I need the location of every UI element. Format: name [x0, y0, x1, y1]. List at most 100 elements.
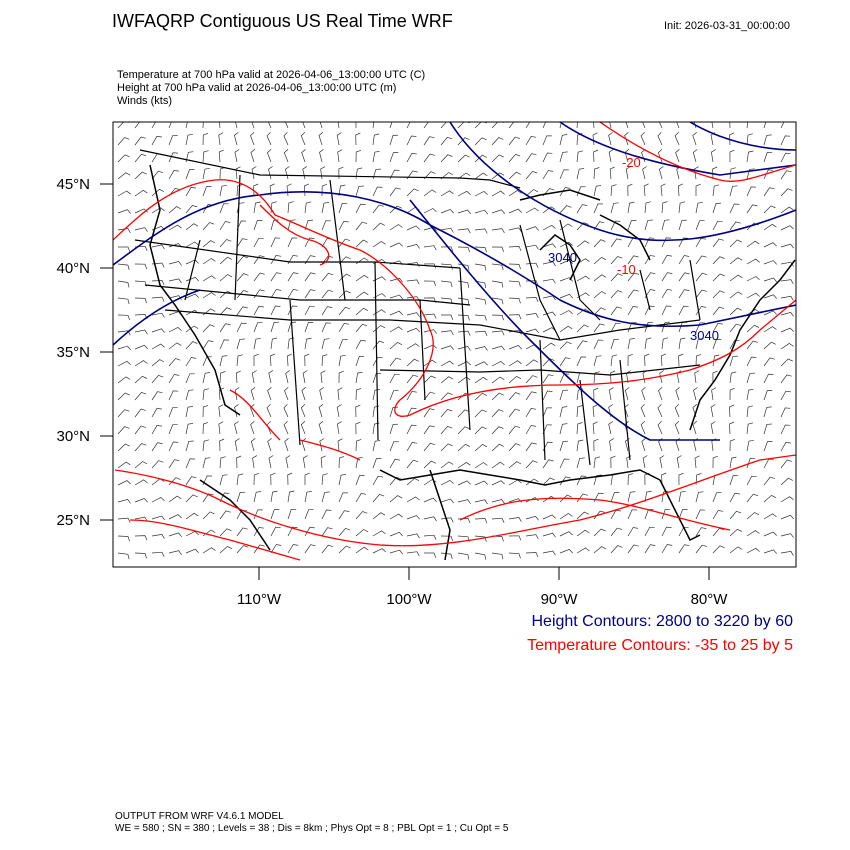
wind-barb	[491, 137, 504, 146]
wind-barb	[117, 297, 130, 305]
wind-barb	[355, 307, 369, 316]
wind-barb	[270, 526, 281, 537]
wind-barb	[287, 305, 298, 316]
wind-barb	[134, 443, 147, 452]
wind-barb	[746, 422, 754, 435]
wind-barb	[763, 326, 777, 333]
wind-barb	[355, 546, 369, 554]
wind-barb	[304, 219, 314, 231]
wind-barb	[406, 533, 420, 539]
wind-barb	[202, 258, 216, 265]
wind-barb	[423, 171, 436, 180]
wind-barb	[559, 341, 572, 350]
wind-barb	[304, 337, 312, 350]
lat-label-25: 25°N	[56, 512, 90, 529]
wind-barb	[559, 151, 568, 163]
wind-barb	[185, 151, 194, 163]
wind-barb	[525, 442, 537, 452]
wind-barb	[678, 472, 684, 486]
wind-barb	[118, 246, 131, 252]
wind-barb	[576, 204, 588, 214]
wind-barb	[300, 132, 306, 146]
wind-barb	[457, 376, 471, 384]
wind-barb	[219, 438, 225, 452]
wind-barb	[234, 438, 240, 452]
wind-barb	[592, 404, 598, 418]
wind-barb	[168, 424, 178, 435]
wind-barb	[508, 360, 522, 367]
wind-barb	[610, 370, 616, 384]
wind-barb	[576, 258, 590, 265]
wind-barb	[627, 272, 639, 282]
wind-barb	[593, 474, 602, 486]
wind-barb	[729, 323, 742, 333]
wind-barb	[151, 170, 164, 180]
wind-barb	[372, 276, 386, 282]
wind-barb	[168, 278, 182, 284]
wind-barb	[678, 509, 688, 520]
wind-barb	[440, 227, 454, 233]
wind-barb	[525, 207, 539, 214]
wind-barb	[643, 183, 649, 197]
wind-barb	[233, 132, 239, 146]
wind-barb	[304, 490, 312, 503]
lon-label-110: 110°W	[237, 591, 282, 608]
wind-barb	[576, 422, 583, 435]
wind-barb	[692, 132, 697, 146]
wind-barb	[269, 183, 275, 197]
wind-barb	[185, 293, 199, 299]
wind-barb	[525, 122, 531, 129]
wind-barb	[440, 408, 453, 418]
wind-barb	[559, 223, 573, 231]
wind-barb	[658, 166, 664, 180]
wind-barb	[657, 404, 663, 418]
wind-barb	[729, 404, 735, 418]
wind-barb	[508, 461, 522, 469]
wind-barb	[185, 122, 188, 129]
wind-barb	[661, 321, 670, 333]
pacific-coast	[149, 164, 241, 416]
wind-barb	[712, 273, 725, 282]
wind-barb	[627, 527, 639, 537]
wind-barb	[355, 122, 357, 129]
wind-barb	[457, 190, 471, 197]
wind-barb	[287, 490, 295, 503]
wind-barb	[440, 360, 454, 367]
wind-barb	[474, 499, 488, 505]
wind-barb	[542, 152, 553, 163]
wind-barb	[338, 306, 351, 316]
wind-barb	[593, 185, 602, 197]
wind-barb	[355, 421, 361, 435]
wind-barb	[608, 387, 614, 401]
wind-barb	[678, 353, 684, 367]
wind-barb	[219, 545, 233, 554]
wind-barb	[712, 322, 723, 333]
wind-barb	[250, 404, 255, 418]
wind-barb	[474, 443, 488, 452]
wind-barb	[266, 404, 272, 418]
wind-barb	[780, 514, 794, 520]
wind-barb	[202, 475, 213, 486]
wind-barb	[168, 495, 182, 503]
temp-contour-label-2: -10	[617, 262, 636, 277]
wind-barb	[389, 152, 399, 163]
wind-barb	[593, 371, 600, 384]
wind-barb	[457, 361, 471, 367]
wind-barb	[559, 325, 573, 333]
wind-barb	[763, 494, 777, 503]
wind-barb	[780, 551, 794, 556]
wind-barb	[576, 405, 583, 418]
wind-barb	[542, 459, 554, 469]
wind-barb	[117, 461, 131, 469]
lat-label-35: 35°N	[56, 344, 90, 361]
wind-barb	[780, 441, 791, 452]
wind-barb	[268, 166, 273, 180]
wind-barb	[268, 455, 274, 469]
wind-barb	[168, 326, 182, 333]
wind-barbs	[117, 122, 794, 560]
wind-barb	[406, 496, 420, 503]
wind-barb	[729, 421, 735, 435]
wind-barb	[219, 339, 230, 350]
wind-barb	[151, 515, 165, 521]
wind-barb	[440, 552, 453, 559]
